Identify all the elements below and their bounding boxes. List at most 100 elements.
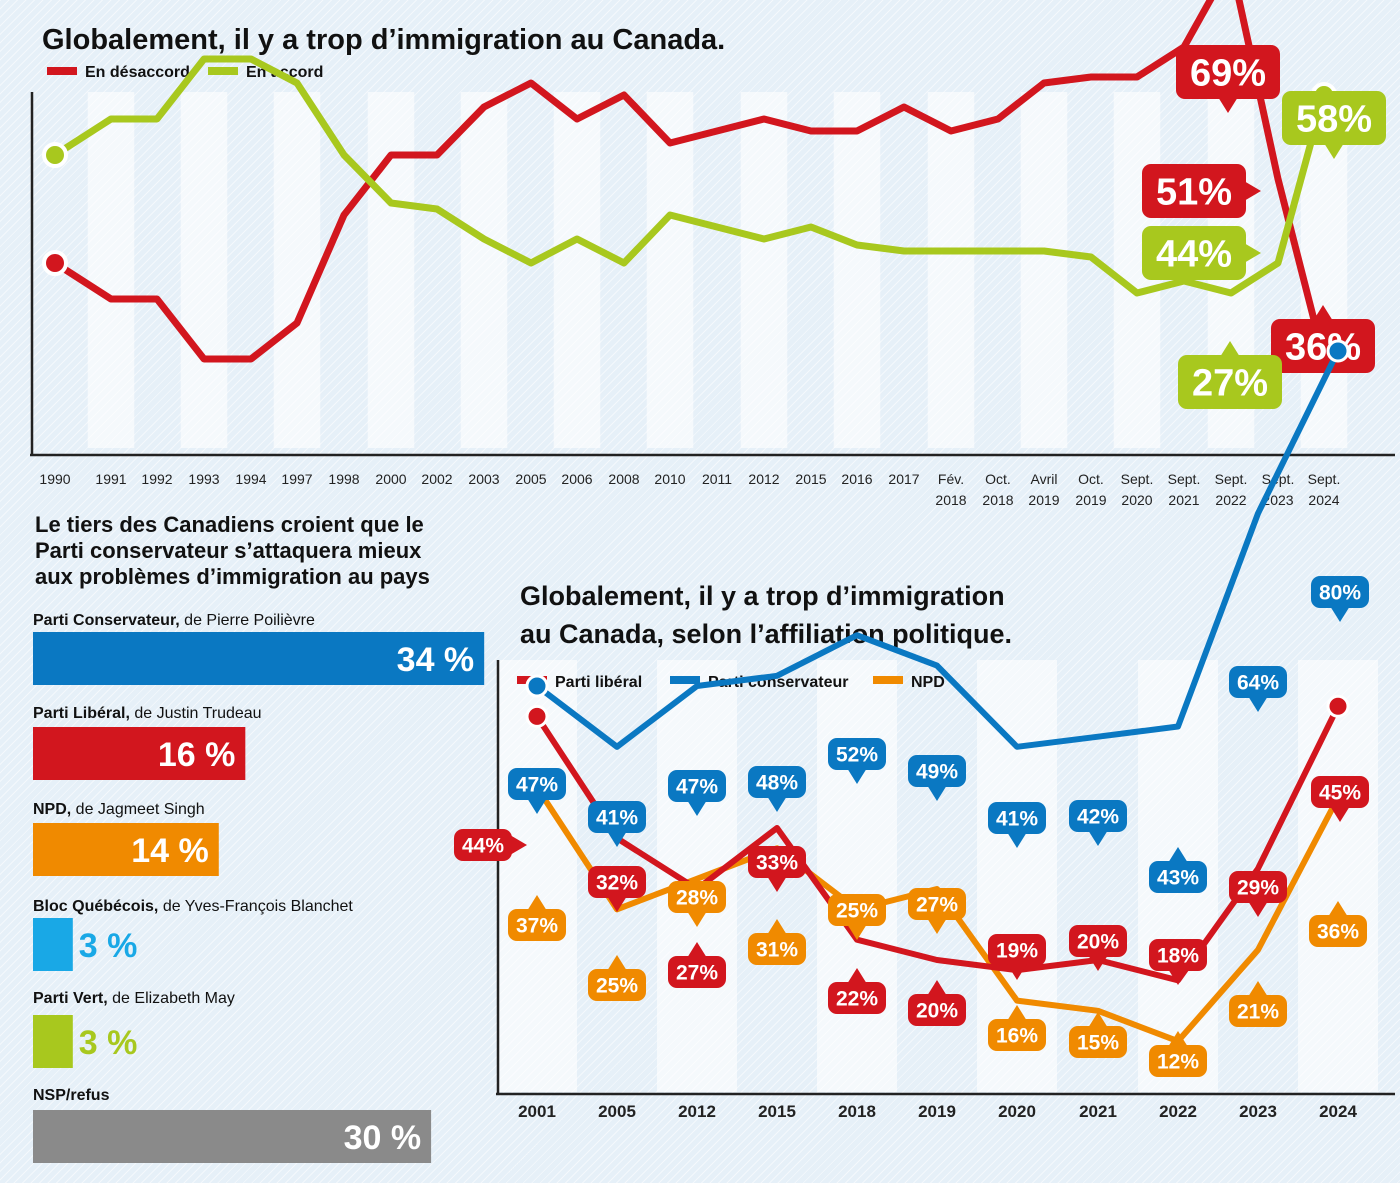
- callout-label: 16%: [996, 1025, 1038, 1048]
- chart3-data-label: 21%: [1229, 981, 1287, 1027]
- callout-box: [748, 846, 806, 878]
- tick-line: 2022: [1215, 492, 1246, 508]
- chart1-title: Globalement, il y a trop d’immigration a…: [42, 24, 725, 56]
- callout-box: [828, 738, 886, 770]
- chart1-x-tick-label: 2002: [421, 471, 452, 487]
- chart3-column-band: [497, 660, 577, 1092]
- chart3-endpoint-marker: [1326, 339, 1350, 363]
- callout-label: 33%: [756, 852, 798, 875]
- chart1-endpoint-marker: [42, 142, 68, 168]
- chart1-x-tick-label: 1990: [39, 471, 70, 487]
- callout-label: 29%: [1237, 877, 1279, 900]
- chart3-data-label: 28%: [668, 881, 726, 927]
- chart3-title: Globalement, il y a trop d’immigration au…: [520, 581, 1012, 649]
- chart1-x-tick-label: Sept. 2022: [1215, 471, 1248, 508]
- callout-label: 19%: [996, 940, 1038, 963]
- tick-line: Oct.: [985, 471, 1011, 487]
- bar-caption-party: Parti Vert,: [33, 990, 108, 1007]
- callout-box: [1069, 800, 1127, 832]
- chart1-series-line: [51, 55, 1328, 297]
- chart3-endpoint-marker: [525, 704, 549, 728]
- callout-pointer: [847, 768, 867, 784]
- chart1-column-band: [646, 92, 694, 448]
- callout-pointer: [1244, 243, 1261, 263]
- callout-box: [1069, 1026, 1127, 1058]
- tick-line: 2019: [1028, 492, 1059, 508]
- chart1-column-band: [833, 92, 881, 448]
- callout-label: 21%: [1237, 1001, 1279, 1024]
- callout-pointer: [767, 876, 787, 892]
- tick-line: 2021: [1168, 492, 1199, 508]
- tick-line: 2011: [702, 471, 732, 487]
- callout-pointer: [847, 968, 867, 984]
- callout-box: [1069, 925, 1127, 957]
- callout-pointer: [1088, 830, 1108, 846]
- callout-box: [454, 829, 512, 861]
- chart3-x-tick-label: 2012: [678, 1102, 716, 1121]
- chart2-title: Le tiers des Canadiens croient que le Par…: [35, 512, 430, 589]
- chart3-data-label: 47%: [668, 770, 726, 816]
- callout-box: [1142, 226, 1246, 280]
- chart3-data-label: 80%: [1311, 576, 1369, 622]
- callout-label: 64%: [1237, 672, 1279, 695]
- callout-pointer: [1007, 832, 1027, 848]
- chart1-x-tick-label: 1994: [235, 471, 266, 487]
- callout-label: 20%: [916, 1000, 958, 1023]
- tick-line: 1991: [95, 471, 126, 487]
- callout-box: [1229, 666, 1287, 698]
- callout-label: 69%: [1190, 53, 1266, 95]
- chart3-data-label: 36%: [1309, 901, 1367, 947]
- chart3-data-label: 15%: [1069, 1012, 1127, 1058]
- callout-label: 15%: [1077, 1032, 1119, 1055]
- callout-box: [828, 894, 886, 926]
- callout-pointer: [847, 924, 867, 940]
- callout-label: 12%: [1157, 1051, 1199, 1074]
- chart3-data-label: 41%: [588, 801, 646, 847]
- title-line: au Canada, selon l’affiliation politique…: [520, 619, 1012, 649]
- chart3-data-label: 42%: [1069, 800, 1127, 846]
- chart1-x-tick-label: 1991: [95, 471, 126, 487]
- callout-box: [1149, 939, 1207, 971]
- chart1-column-band: [740, 92, 788, 448]
- chart1-x-tick-label: Avril 2019: [1028, 471, 1059, 508]
- bar-caption-party: NPD,: [33, 801, 71, 818]
- callout-label: 25%: [596, 975, 638, 998]
- callout-label: 22%: [836, 988, 878, 1011]
- callout-box: [588, 801, 646, 833]
- callout-label: 27%: [916, 894, 958, 917]
- chart3-data-label: 47%: [508, 768, 566, 814]
- callout-pointer: [687, 942, 707, 958]
- callout-pointer: [1330, 806, 1350, 822]
- chart3-series-line: [534, 348, 1341, 750]
- title-line: Parti conservateur s’attaquera mieux: [35, 538, 422, 563]
- bar-caption-party: NSP/refus: [33, 1087, 110, 1104]
- callout-pointer: [607, 896, 627, 912]
- tick-line: Sept.: [1308, 471, 1341, 487]
- chart1-x-tick-label: Oct. 2019: [1075, 471, 1106, 508]
- tick-line: Avril: [1031, 471, 1058, 487]
- callout-label: 45%: [1319, 782, 1361, 805]
- callout-pointer: [1248, 981, 1268, 997]
- callout-box: [1142, 164, 1246, 218]
- callout-box: [668, 770, 726, 802]
- chart1-column-band: [927, 92, 975, 448]
- chart3-data-label: 32%: [588, 866, 646, 912]
- chart1-x-tick-label: 2017: [888, 471, 919, 487]
- tick-line: 1990: [39, 471, 70, 487]
- callout-box: [988, 802, 1046, 834]
- legend-label-en-desaccord: En désaccord: [85, 64, 190, 81]
- callout-label: 41%: [596, 807, 638, 830]
- chart3-endpoint-marker: [1326, 694, 1350, 718]
- callout-pointer: [1168, 847, 1188, 863]
- chart3-data-label: 29%: [1229, 871, 1287, 917]
- chart1-x-tick-label: 2011: [702, 471, 732, 487]
- callout-box: [668, 956, 726, 988]
- bar-caption: Bloc Québécois, de Yves-François Blanche…: [33, 898, 353, 915]
- callout-box: [668, 881, 726, 913]
- chart3-data-label: 33%: [748, 846, 806, 892]
- chart1-column-band: [87, 92, 135, 448]
- chart1-x-tick-label: Sept. 2021: [1168, 471, 1201, 508]
- callout-pointer: [767, 919, 787, 935]
- callout-label: 41%: [996, 808, 1038, 831]
- chart3-data-label: 64%: [1229, 666, 1287, 712]
